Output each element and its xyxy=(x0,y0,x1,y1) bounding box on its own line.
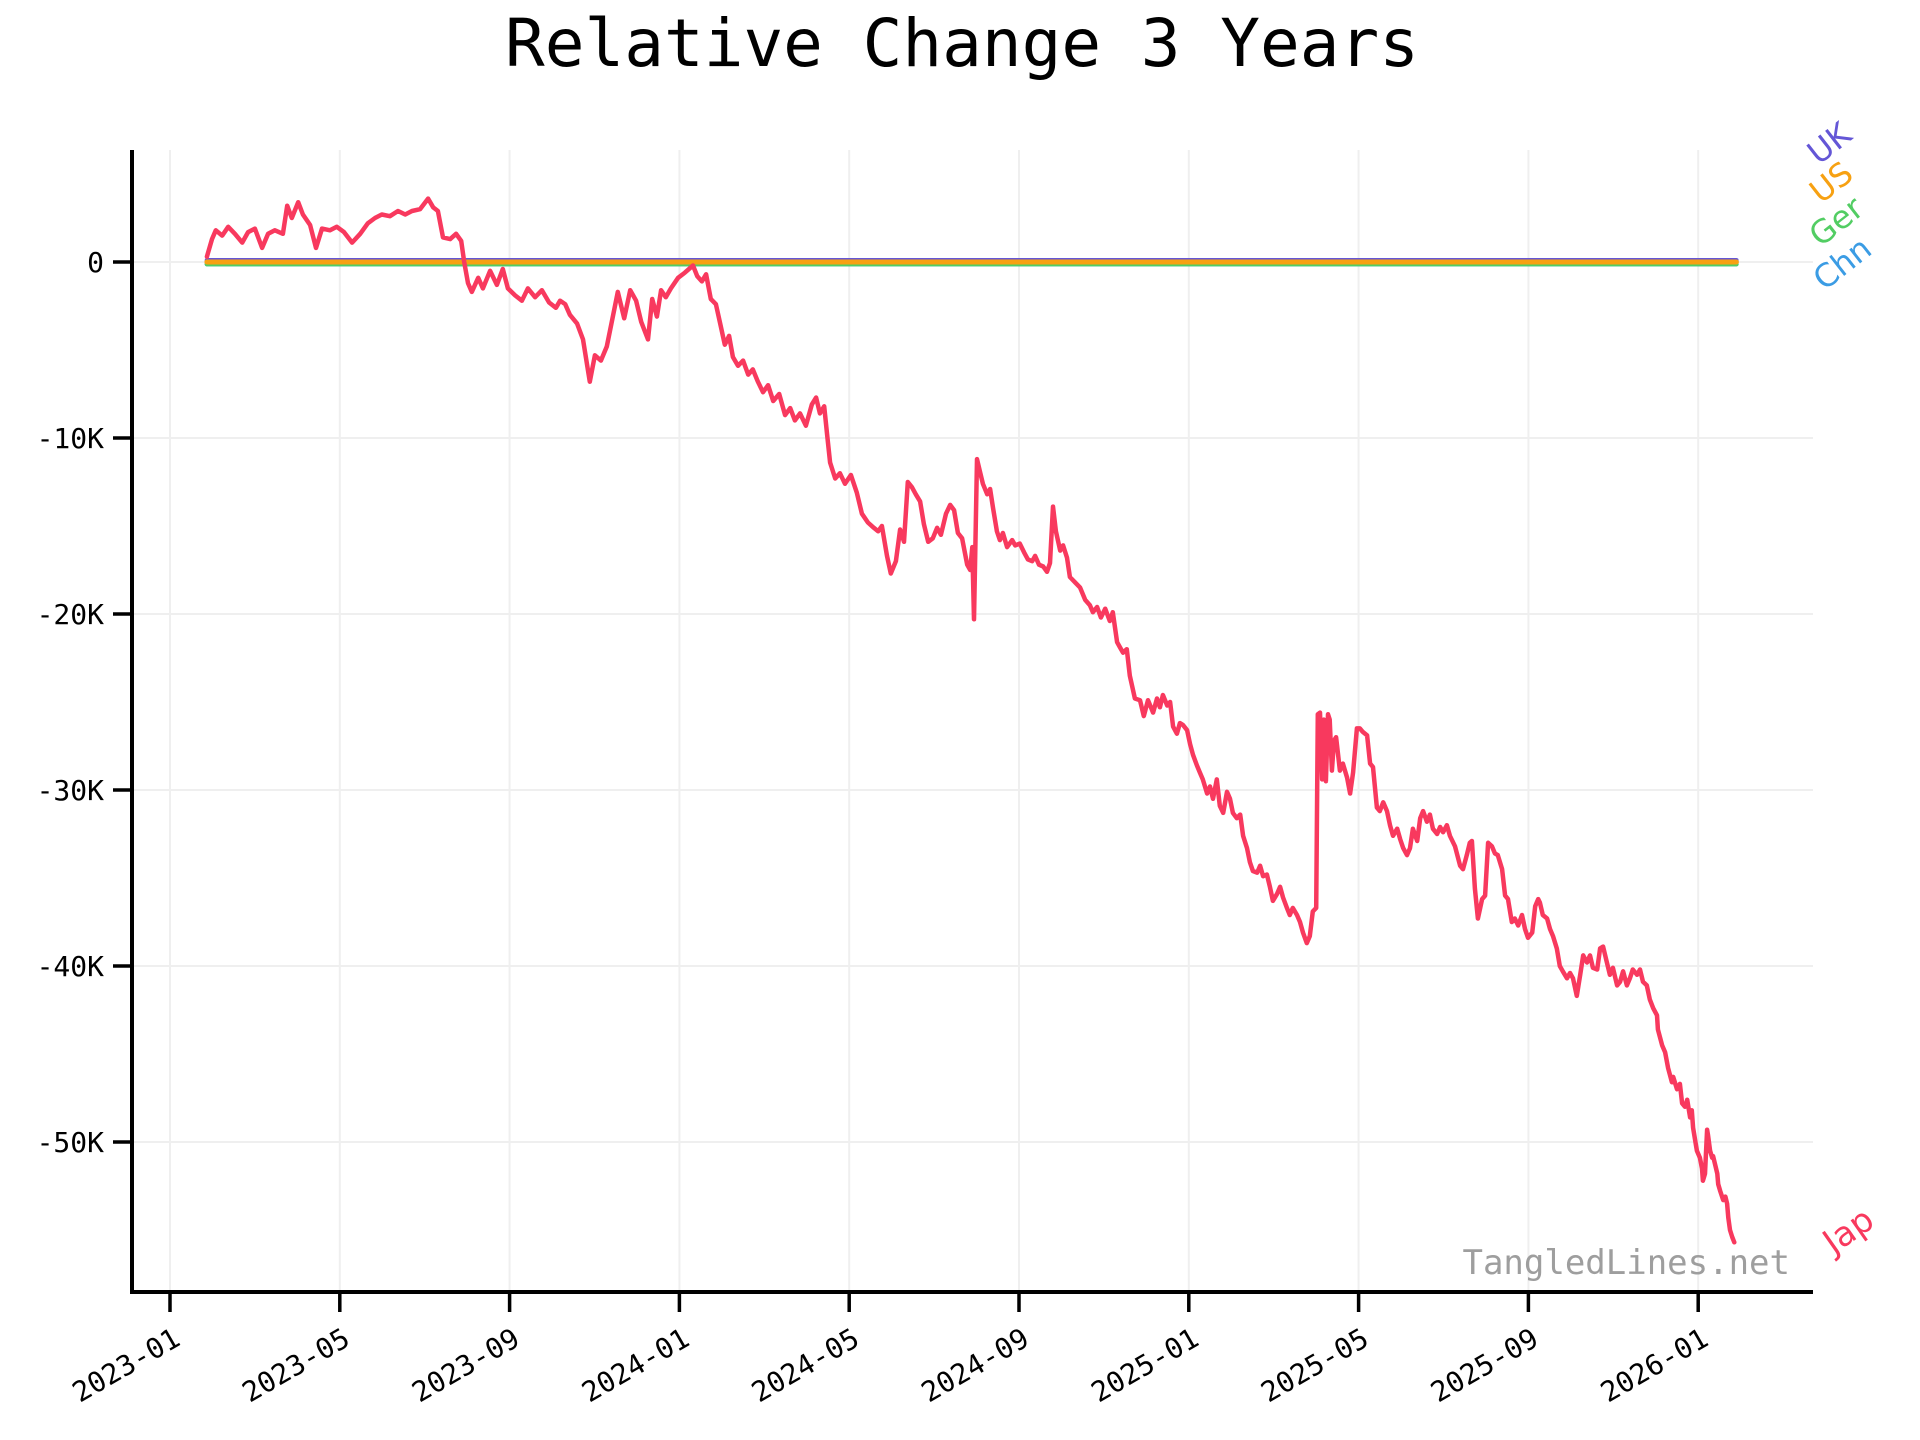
watermark: TangledLines.net xyxy=(1462,1243,1790,1283)
x-tick-label: 2023-05 xyxy=(237,1321,356,1409)
x-tick-label: 2023-01 xyxy=(67,1321,186,1409)
x-tick-label: 2026-01 xyxy=(1595,1321,1714,1409)
page-title: Relative Change 3 Years xyxy=(505,5,1419,82)
y-tick-label: -20K xyxy=(37,598,105,631)
x-tick-label: 2023-09 xyxy=(406,1321,525,1409)
y-tick-label: -40K xyxy=(37,950,105,983)
y-tick-label: -10K xyxy=(37,422,105,455)
y-tick-label: -50K xyxy=(37,1126,105,1159)
x-tick-label: 2024-09 xyxy=(916,1321,1035,1409)
x-tick-label: 2024-05 xyxy=(746,1321,865,1409)
axis-layer: 2023-01 2023-05 2023-09 2024-01 2024-05 2024-… xyxy=(37,150,1813,1409)
x-tick-label: 2025-01 xyxy=(1086,1321,1205,1409)
series-layer xyxy=(204,196,1739,1245)
x-tick-label: 2025-09 xyxy=(1425,1321,1544,1409)
series-line-jap xyxy=(204,196,1737,1245)
y-tick-label: 0 xyxy=(87,246,104,279)
y-tick-label: -30K xyxy=(37,774,105,807)
legend-label-jap: Jap xyxy=(1814,1200,1882,1264)
grid-layer xyxy=(132,150,1813,1292)
x-tick-label: 2024-01 xyxy=(576,1321,695,1409)
x-tick-label: 2025-05 xyxy=(1255,1321,1374,1409)
